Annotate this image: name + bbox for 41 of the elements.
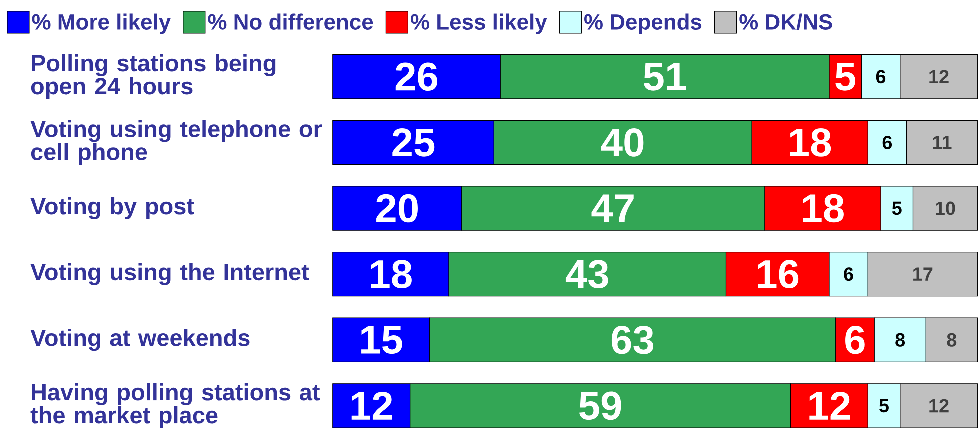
data-label: 12 <box>352 392 392 420</box>
data-label: 12 <box>810 392 850 420</box>
data-label: 17 <box>914 268 933 281</box>
data-label: 51 <box>644 63 686 91</box>
data-label: 8 <box>947 333 957 347</box>
data-label: 47 <box>592 194 634 222</box>
data-label: 18 <box>803 194 844 223</box>
legend-label: % Depends <box>584 14 702 34</box>
y-tick-label: Voting by post <box>30 198 194 220</box>
data-label: 16 <box>758 260 799 289</box>
data-label: 15 <box>362 326 402 354</box>
data-label: 12 <box>930 399 949 413</box>
data-label: 11 <box>933 136 952 150</box>
y-tick-label: Voting using the Internet <box>30 263 310 286</box>
legend-label: % DK/NS <box>740 14 832 30</box>
data-label: 6 <box>876 70 886 84</box>
data-label: 43 <box>566 260 608 289</box>
data-label: 5 <box>836 63 856 91</box>
data-label: 10 <box>936 202 956 216</box>
data-label: 18 <box>790 128 832 157</box>
y-tick-label: Polling stations being open 24 hours <box>31 54 276 100</box>
legend-label: % More likely <box>32 14 171 34</box>
data-label: 6 <box>882 136 892 150</box>
data-label: 6 <box>844 268 854 282</box>
legend-label: % No difference <box>208 14 374 30</box>
data-label: 40 <box>601 128 644 157</box>
y-tick-label: Having polling stations at the market place <box>30 384 320 428</box>
data-label: 5 <box>880 399 889 413</box>
data-label: 18 <box>371 260 412 289</box>
data-label: 63 <box>612 326 654 354</box>
data-label: 8 <box>896 333 906 347</box>
y-tick-label: Voting at weekends <box>30 329 250 352</box>
data-label: 5 <box>892 202 902 216</box>
data-label: 6 <box>846 326 865 354</box>
data-label: 59 <box>579 392 622 420</box>
data-label: 20 <box>376 194 418 223</box>
legend-label: % Less likely <box>411 14 548 34</box>
data-label: 12 <box>930 70 949 84</box>
data-label: 26 <box>396 62 438 92</box>
y-tick-label: Voting using telephone or cell phone <box>30 120 322 166</box>
data-label: 25 <box>392 128 435 157</box>
